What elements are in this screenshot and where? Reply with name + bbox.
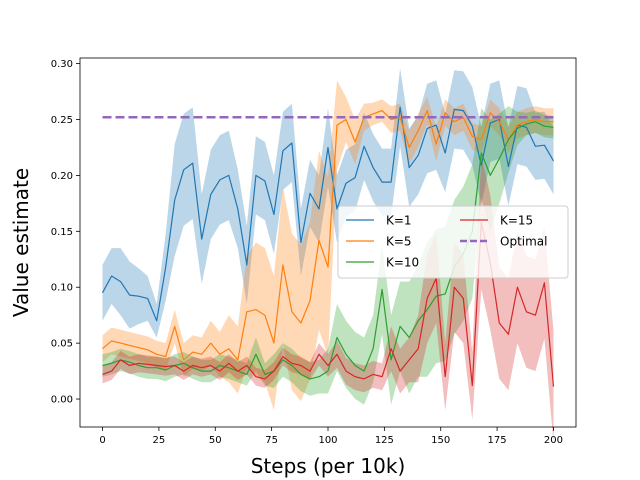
x-axis-ticks: 0 25 50 75 100 125 150 175 200 bbox=[99, 427, 563, 446]
x-tick-label: 150 bbox=[431, 435, 450, 446]
legend-box bbox=[337, 205, 569, 279]
y-tick-label: 0.30 bbox=[51, 59, 73, 70]
x-tick-label: 125 bbox=[375, 435, 394, 446]
x-tick-label: 25 bbox=[153, 435, 166, 446]
legend: K=1 K=5 K=10 K=15 Optimal bbox=[337, 205, 569, 279]
line-k-1 bbox=[101, 106, 555, 322]
band-k-15 bbox=[102, 155, 554, 443]
x-tick-label: 50 bbox=[209, 435, 222, 446]
band-k-1 bbox=[102, 68, 554, 338]
x-tick-label: 0 bbox=[99, 435, 105, 446]
y-tick-label: 0.05 bbox=[51, 339, 73, 350]
y-tick-label: 0.15 bbox=[51, 227, 73, 238]
y-axis-ticks: 0.00 0.05 0.10 0.15 0.20 0.25 0.30 bbox=[51, 59, 80, 406]
x-tick-label: 175 bbox=[488, 435, 507, 446]
y-tick-label: 0.10 bbox=[51, 283, 73, 294]
y-tick-label: 0.25 bbox=[51, 115, 73, 126]
x-axis-label: Steps (per 10k) bbox=[251, 454, 406, 478]
band-k-5 bbox=[102, 80, 554, 411]
y-tick-label: 0.20 bbox=[51, 171, 73, 182]
legend-label-optimal: Optimal bbox=[500, 235, 547, 249]
y-tick-label: 0.00 bbox=[51, 395, 73, 406]
y-axis-label: Value estimate bbox=[9, 168, 33, 317]
legend-label-k-5: K=5 bbox=[386, 235, 412, 249]
x-tick-label: 75 bbox=[265, 435, 278, 446]
x-tick-label: 100 bbox=[318, 435, 337, 446]
line-k-10 bbox=[102, 121, 554, 380]
line-k-5 bbox=[102, 109, 554, 361]
legend-label-k-1: K=1 bbox=[386, 214, 412, 228]
legend-label-k-15: K=15 bbox=[500, 214, 533, 228]
legend-label-k-10: K=10 bbox=[386, 256, 419, 270]
x-tick-label: 200 bbox=[544, 435, 563, 446]
